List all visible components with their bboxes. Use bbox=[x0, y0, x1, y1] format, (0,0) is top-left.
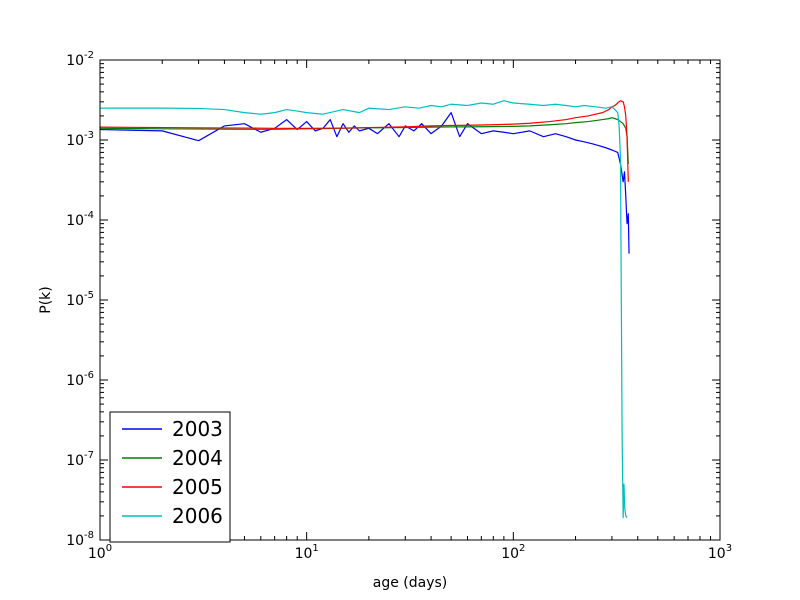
y-tick-label: 10-4 bbox=[66, 210, 94, 229]
y-tick-exponent: -7 bbox=[84, 450, 94, 461]
legend: 2003 2004 2005 2006 bbox=[109, 411, 231, 543]
x-tick-exponent: 3 bbox=[726, 543, 732, 554]
x-tick-exponent: 2 bbox=[519, 543, 525, 554]
x-tick-label: 101 bbox=[295, 543, 319, 562]
y-tick-label: 10-8 bbox=[66, 530, 94, 549]
x-axis-label: age (days) bbox=[373, 575, 448, 591]
x-tick-label: 103 bbox=[708, 543, 732, 562]
y-tick-base: 10 bbox=[66, 133, 84, 149]
y-tick-base: 10 bbox=[66, 53, 84, 69]
x-tick-label: 100 bbox=[88, 543, 112, 562]
y-tick-base: 10 bbox=[66, 453, 84, 469]
y-tick-exponent: -6 bbox=[84, 370, 94, 381]
legend-label-2005: 2005 bbox=[172, 475, 223, 499]
y-tick-label: 10-6 bbox=[66, 370, 94, 389]
plot-frame bbox=[99, 59, 721, 541]
y-tick-base: 10 bbox=[66, 293, 84, 309]
series-line-2003 bbox=[99, 112, 630, 254]
x-tick-base: 10 bbox=[708, 546, 726, 562]
series-group bbox=[99, 100, 630, 519]
y-tick-exponent: -2 bbox=[84, 50, 94, 61]
x-tick-base: 10 bbox=[88, 546, 106, 562]
y-tick-base: 10 bbox=[66, 533, 84, 549]
y-tick-label: 10-2 bbox=[66, 50, 94, 69]
y-tick-label: 10-5 bbox=[66, 290, 94, 309]
x-tick-base: 10 bbox=[501, 546, 519, 562]
y-tick-exponent: -8 bbox=[84, 530, 94, 541]
y-tick-exponent: -4 bbox=[84, 210, 94, 221]
series-line-2006 bbox=[100, 100, 628, 519]
y-axis-label: P(k) bbox=[38, 286, 54, 313]
y-tick-base: 10 bbox=[66, 213, 84, 229]
x-tick-label: 102 bbox=[501, 543, 525, 562]
y-tick-label: 10-7 bbox=[66, 450, 94, 469]
x-tick-exponent: 0 bbox=[106, 543, 112, 554]
x-tick-exponent: 1 bbox=[312, 543, 318, 554]
x-tick-base: 10 bbox=[295, 546, 313, 562]
series-line-2005 bbox=[99, 100, 629, 182]
y-tick-base: 10 bbox=[66, 373, 84, 389]
legend-label-2004: 2004 bbox=[172, 446, 223, 470]
y-tick-exponent: -5 bbox=[84, 290, 94, 301]
legend-label-2003: 2003 bbox=[172, 417, 223, 441]
legend-box bbox=[109, 411, 231, 543]
legend-label-2006: 2006 bbox=[172, 504, 223, 528]
y-tick-label: 10-3 bbox=[66, 130, 94, 149]
y-tick-exponent: -3 bbox=[84, 130, 94, 141]
